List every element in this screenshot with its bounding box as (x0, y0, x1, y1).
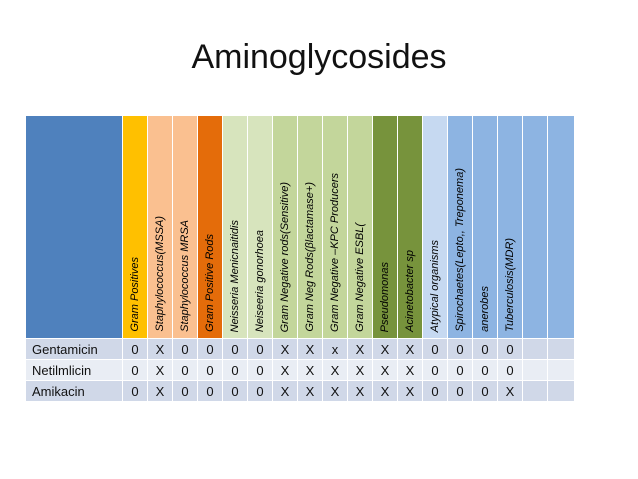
value-cell: X (272, 359, 298, 381)
value-cell: 0 (197, 359, 223, 381)
value-cell: 0 (422, 359, 448, 381)
value-cell (547, 380, 575, 402)
column-header-label: Gram Negative –KPC Producers (329, 173, 341, 332)
column-header-label: Spirochaetes(Lepto,, Treponema) (454, 168, 466, 332)
value-cell: X (272, 380, 298, 402)
value-cell: 0 (172, 338, 198, 360)
value-cell: X (297, 380, 323, 402)
value-cell: X (347, 338, 373, 360)
column-header-gram-negative-rods-sensitive: Gram Negative rods(Sensitive) (272, 115, 298, 339)
value-cell: X (372, 380, 398, 402)
value-cell (547, 359, 575, 381)
value-cell: 0 (172, 380, 198, 402)
value-cell: 0 (447, 380, 473, 402)
drug-name-cell: Gentamicin (25, 338, 123, 360)
column-header-staphylococcus-mssa: Staphylococcus(MSSA) (147, 115, 173, 339)
column-header-anaerobes: anerobes (472, 115, 498, 339)
column-header-label: anerobes (479, 286, 491, 332)
column-header-label: Staphylococcus MRSA (179, 220, 191, 332)
corner-cell (25, 115, 123, 339)
value-cell: 0 (222, 359, 248, 381)
column-header-label: Atypical organisms (429, 239, 441, 332)
value-cell: 0 (472, 380, 498, 402)
column-header-label: Neiseeria gonorhoea (254, 229, 266, 332)
column-header-pseudomonas: Pseudomonas (372, 115, 398, 339)
column-header-empty (547, 115, 575, 339)
value-cell: X (397, 359, 423, 381)
value-cell: X (347, 359, 373, 381)
column-header-label: Staphylococcus(MSSA) (154, 216, 166, 332)
column-header-staphylococcus-mrsa: Staphylococcus MRSA (172, 115, 198, 339)
value-cell: 0 (497, 338, 523, 360)
value-cell (522, 359, 548, 381)
column-header-empty (522, 115, 548, 339)
column-header-spirochaetes: Spirochaetes(Lepto,, Treponema) (447, 115, 473, 339)
table-row: Amikacin 0 X 0 0 0 0 X X X X X X 0 0 0 X (25, 380, 575, 402)
value-cell: X (147, 359, 173, 381)
column-header-gram-positive-rods: Gram Positive Rods (197, 115, 223, 339)
value-cell: 0 (247, 359, 273, 381)
value-cell: X (147, 380, 173, 402)
drug-name-cell: Netilmlicin (25, 359, 123, 381)
table-row: Gentamicin 0 X 0 0 0 0 X X x X X X 0 0 0… (25, 338, 575, 360)
header-row: Gram Positives Staphylococcus(MSSA) Stap… (25, 115, 575, 339)
column-header-label: Tuberculosis(MDR) (504, 238, 516, 332)
value-cell: 0 (222, 338, 248, 360)
column-header-label: Neisseria Menicnaitidis (229, 219, 241, 333)
column-header-label: Gram Positives (129, 257, 141, 332)
column-header-label: Pseudomonas (379, 261, 391, 332)
value-cell: X (272, 338, 298, 360)
value-cell: 0 (422, 380, 448, 402)
value-cell: 0 (172, 359, 198, 381)
column-header-acinetobacter: Acinetobacter sp (397, 115, 423, 339)
table-row: Netilmlicin 0 X 0 0 0 0 X X X X X X 0 0 … (25, 359, 575, 381)
value-cell: 0 (247, 338, 273, 360)
value-cell: 0 (422, 338, 448, 360)
column-header-label: Gram Positive Rods (204, 234, 216, 332)
column-header-label: Gram Negative ESBL( (354, 223, 366, 332)
value-cell: 0 (122, 338, 148, 360)
column-header-neisseria-meningitidis: Neisseria Menicnaitidis (222, 115, 248, 339)
antibiotic-coverage-table: Gram Positives Staphylococcus(MSSA) Stap… (25, 115, 575, 402)
value-cell: 0 (197, 338, 223, 360)
drug-name-cell: Amikacin (25, 380, 123, 402)
value-cell: 0 (447, 359, 473, 381)
value-cell: 0 (247, 380, 273, 402)
value-cell: 0 (122, 380, 148, 402)
column-header-gram-positives: Gram Positives (122, 115, 148, 339)
value-cell: X (372, 338, 398, 360)
value-cell: X (397, 338, 423, 360)
value-cell: X (322, 359, 348, 381)
value-cell: 0 (122, 359, 148, 381)
value-cell: X (397, 380, 423, 402)
value-cell: X (297, 359, 323, 381)
value-cell: 0 (472, 359, 498, 381)
value-cell: x (322, 338, 348, 360)
column-header-gram-negative-esbl: Gram Negative ESBL( (347, 115, 373, 339)
column-header-neisseria-gonorrhoea: Neiseeria gonorhoea (247, 115, 273, 339)
value-cell: 0 (447, 338, 473, 360)
value-cell: X (297, 338, 323, 360)
value-cell: 0 (497, 359, 523, 381)
value-cell: X (322, 380, 348, 402)
column-header-atypical-organisms: Atypical organisms (422, 115, 448, 339)
value-cell: X (497, 380, 523, 402)
value-cell: X (147, 338, 173, 360)
value-cell: 0 (222, 380, 248, 402)
column-header-gram-neg-rods-blactamase: Gram Neg Rods(βlactamase+) (297, 115, 323, 339)
value-cell: X (372, 359, 398, 381)
column-header-label: Gram Negative rods(Sensitive) (279, 181, 291, 332)
value-cell (522, 380, 548, 402)
value-cell: 0 (472, 338, 498, 360)
column-header-label: Acinetobacter sp (404, 250, 416, 332)
value-cell: 0 (197, 380, 223, 402)
column-header-tuberculosis-mdr: Tuberculosis(MDR) (497, 115, 523, 339)
column-header-gram-negative-kpc: Gram Negative –KPC Producers (322, 115, 348, 339)
value-cell (522, 338, 548, 360)
value-cell: X (347, 380, 373, 402)
value-cell (547, 338, 575, 360)
slide-title: Aminoglycosides (191, 38, 447, 76)
column-header-label: Gram Neg Rods(βlactamase+) (304, 182, 316, 332)
